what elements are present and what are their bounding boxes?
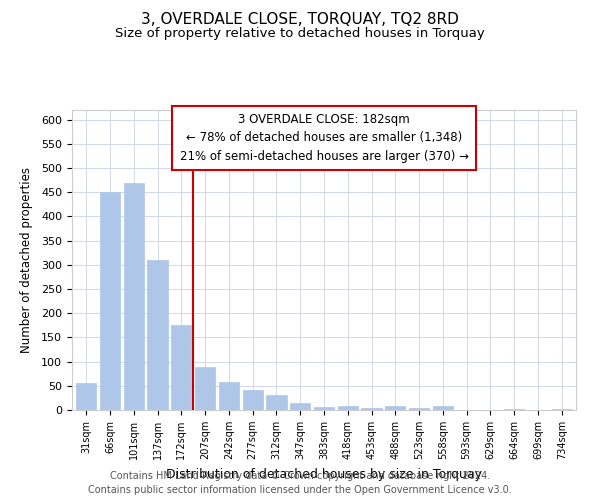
- Bar: [100, 192, 120, 410]
- Text: Size of property relative to detached houses in Torquay: Size of property relative to detached ho…: [115, 28, 485, 40]
- Bar: [551, 408, 572, 410]
- Text: 3 OVERDALE CLOSE: 182sqm
← 78% of detached houses are smaller (1,348)
21% of sem: 3 OVERDALE CLOSE: 182sqm ← 78% of detach…: [179, 113, 469, 163]
- Bar: [219, 382, 239, 410]
- Bar: [124, 182, 144, 410]
- Y-axis label: Number of detached properties: Number of detached properties: [20, 167, 33, 353]
- Text: 3, OVERDALE CLOSE, TORQUAY, TQ2 8RD: 3, OVERDALE CLOSE, TORQUAY, TQ2 8RD: [141, 12, 459, 28]
- Bar: [433, 406, 453, 410]
- Bar: [242, 390, 263, 410]
- Bar: [385, 406, 406, 410]
- Bar: [290, 402, 310, 410]
- Bar: [148, 260, 167, 410]
- Bar: [409, 408, 429, 410]
- X-axis label: Distribution of detached houses by size in Torquay: Distribution of detached houses by size …: [166, 468, 482, 480]
- Bar: [76, 384, 97, 410]
- Bar: [338, 406, 358, 410]
- Bar: [504, 408, 524, 410]
- Text: Contains HM Land Registry data © Crown copyright and database right 2024.
Contai: Contains HM Land Registry data © Crown c…: [88, 471, 512, 495]
- Bar: [314, 406, 334, 410]
- Bar: [361, 408, 382, 410]
- Bar: [195, 368, 215, 410]
- Bar: [171, 326, 191, 410]
- Bar: [266, 396, 287, 410]
